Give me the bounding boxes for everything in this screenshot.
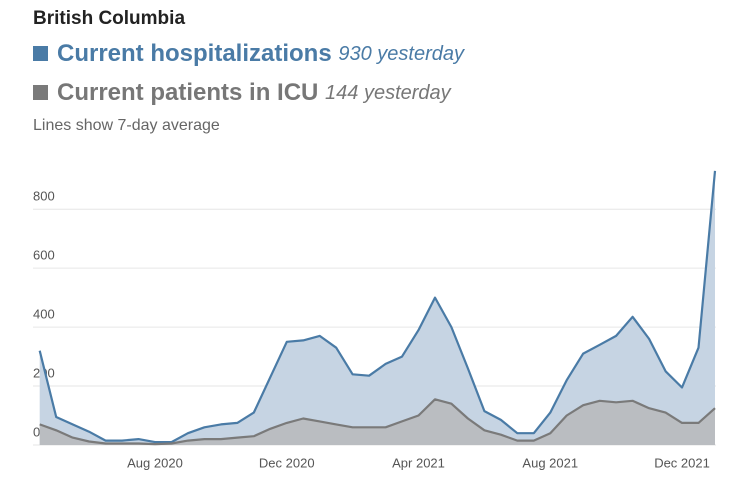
x-tick-label: Aug 2021 <box>522 455 578 470</box>
legend-latest: 144 yesterday <box>325 82 452 104</box>
y-tick-label: 800 <box>33 189 55 204</box>
legend-name: Current patients in ICU <box>57 79 318 106</box>
x-tick-label: Dec 2021 <box>654 455 710 470</box>
legend-latest: 930 yesterday <box>338 43 465 65</box>
legend-label: Current patients in ICU 144 yesterday <box>57 79 452 106</box>
y-tick-label: 400 <box>33 307 55 322</box>
legend-swatch <box>33 85 48 100</box>
x-tick-label: Dec 2020 <box>259 455 315 470</box>
chart-subtitle: Lines show 7-day average <box>33 117 220 134</box>
chart-title: British Columbia <box>33 8 185 29</box>
legend-label: Current hospitalizations 930 yesterday <box>57 40 465 67</box>
legend-name: Current hospitalizations <box>57 40 332 67</box>
line <box>38 170 717 444</box>
y-tick-label: 600 <box>33 248 55 263</box>
y-tick-label: 0 <box>33 424 40 439</box>
legend-swatch <box>33 46 48 61</box>
area <box>39 399 715 445</box>
x-tick-label: Aug 2020 <box>127 455 183 470</box>
x-tick-label: Apr 2021 <box>392 455 445 470</box>
line <box>39 398 716 446</box>
